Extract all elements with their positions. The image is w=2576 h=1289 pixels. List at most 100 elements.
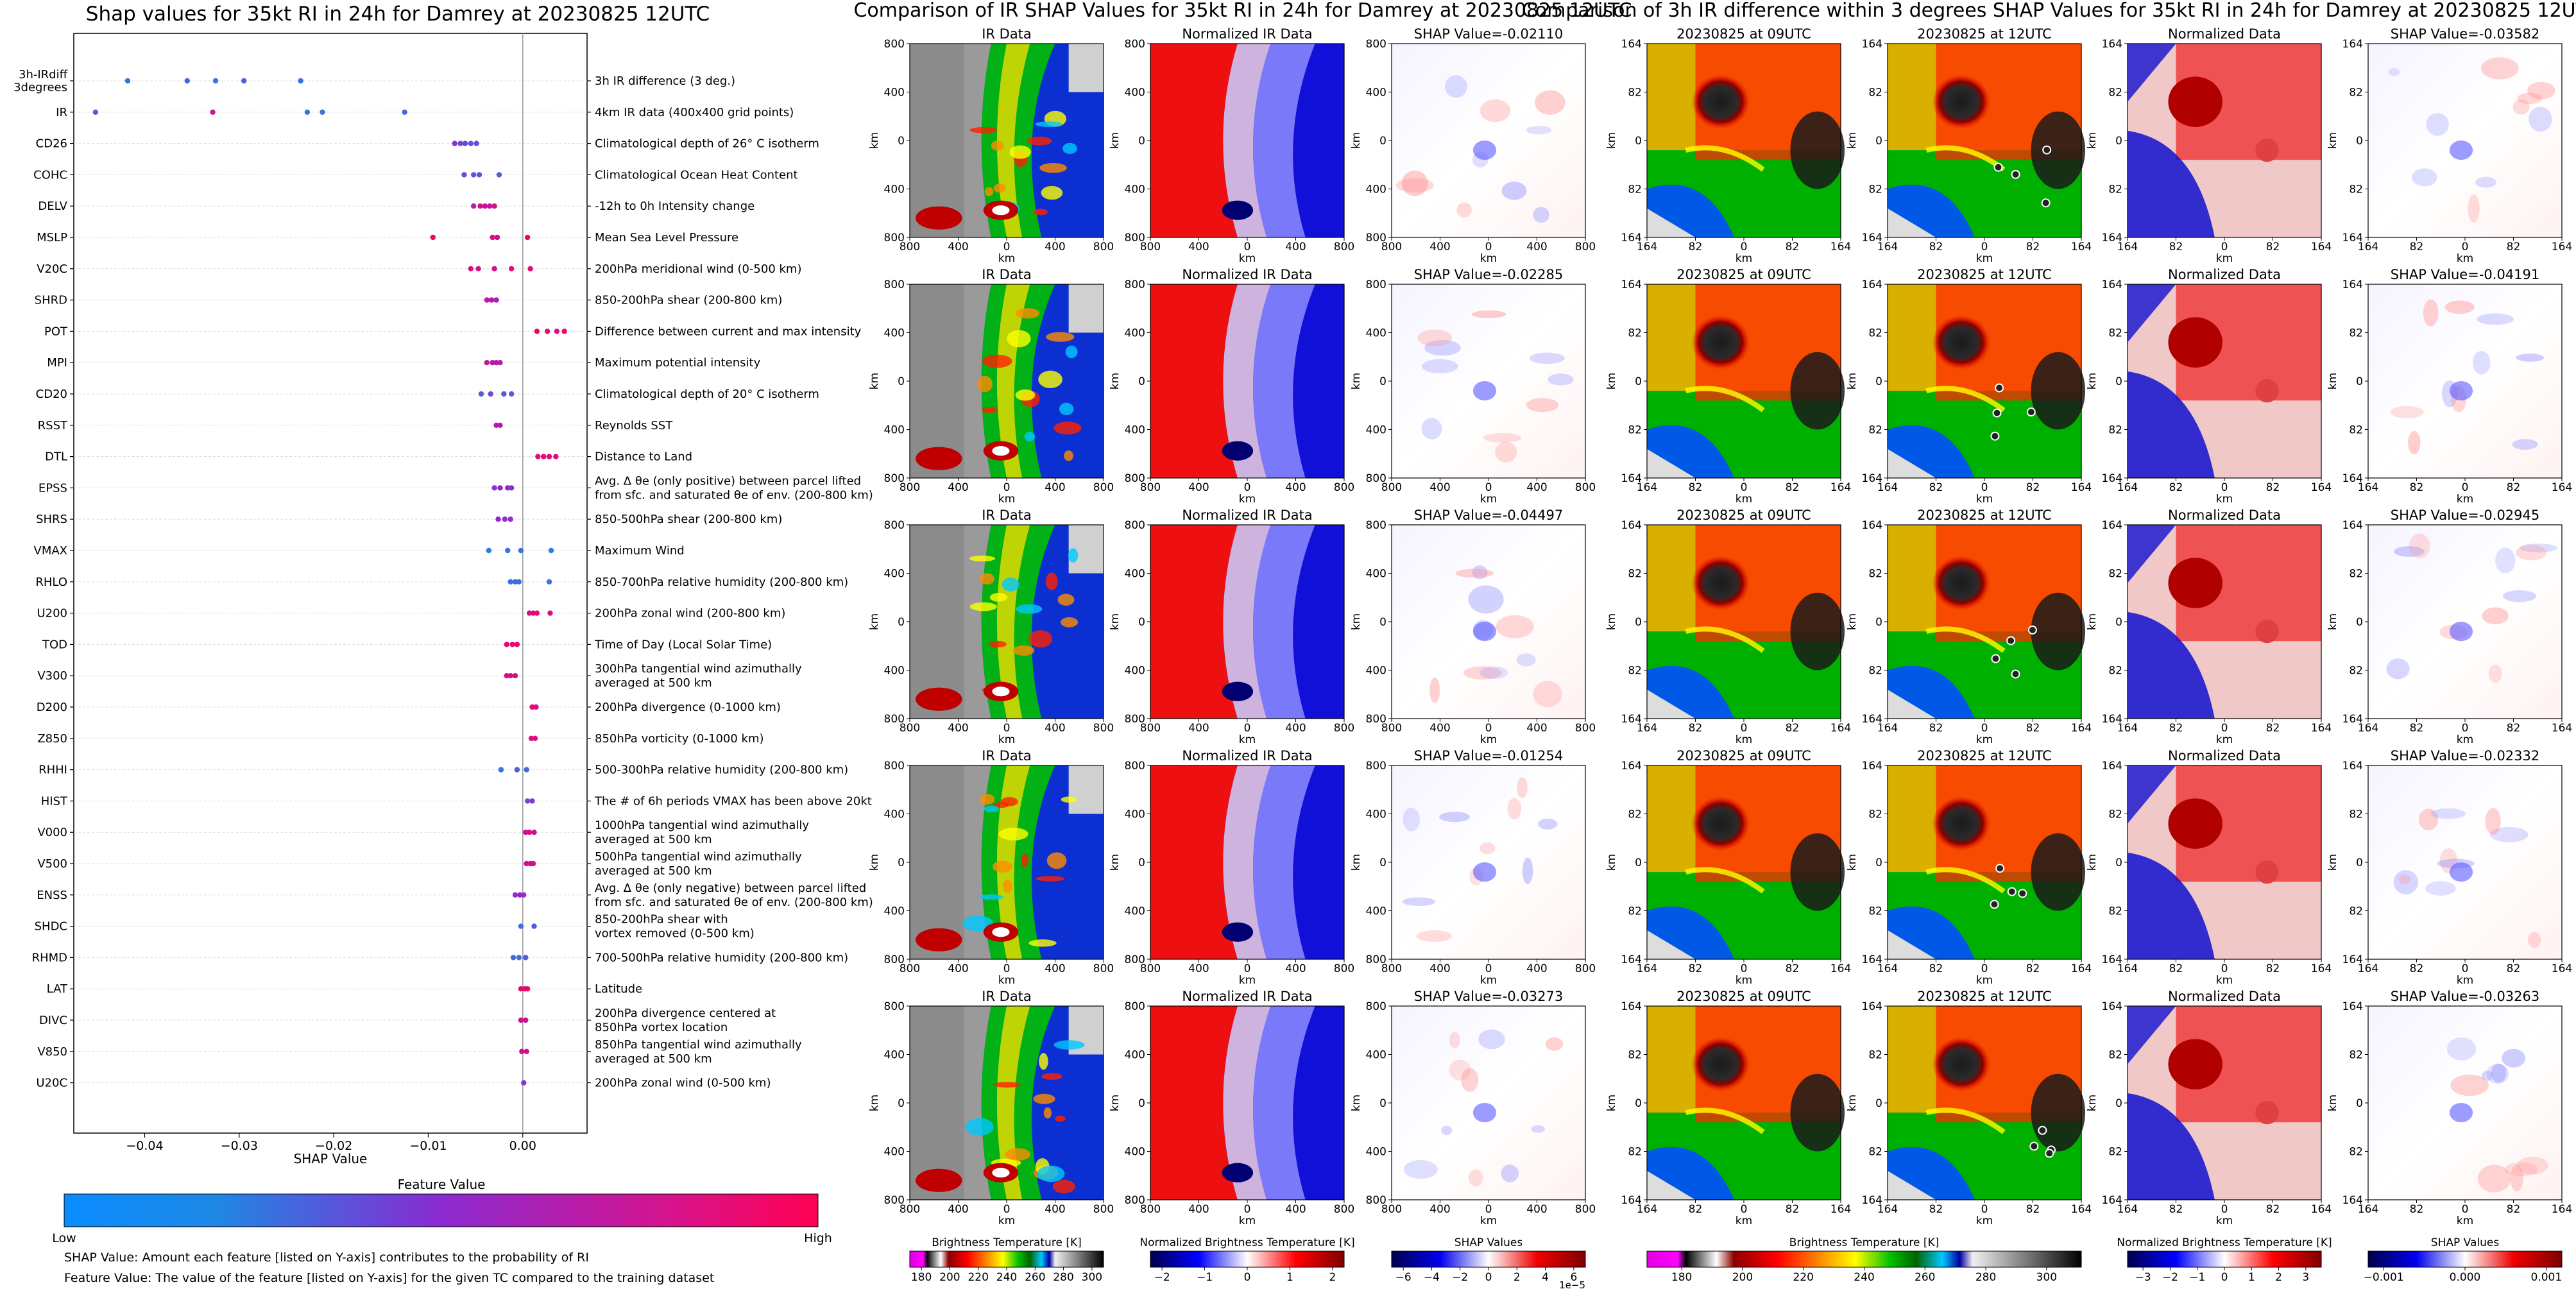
diff-y-tick-label: 82 (1868, 808, 1882, 821)
feature-name: RHLO (35, 576, 67, 589)
diff-x-tick-label: 164 (1877, 241, 1898, 253)
shap-point (526, 610, 533, 616)
ir-y-tick-label: 0 (1138, 616, 1145, 629)
ir-diff-subplot: 20230825 at 12UTC1641648282008282164164k… (1846, 748, 2092, 987)
subplot-title: 20230825 at 12UTC (1917, 267, 2052, 282)
diff-x-tick-label: 82 (1786, 481, 1800, 494)
ir-x-tick-label: 400 (1526, 962, 1547, 975)
ir-x-tick-label: 0 (1244, 962, 1251, 975)
shap-point (548, 547, 554, 554)
shap-point (462, 141, 468, 146)
diff-y-tick-label: 0 (1875, 1097, 1882, 1110)
diff-y-tick-label: 82 (1628, 808, 1642, 821)
diff-x-tick-label: 0 (1981, 481, 1988, 494)
diff-x-tick-label: 164 (2117, 241, 2138, 253)
subplot-title: SHAP Value=-0.04497 (1414, 508, 1564, 523)
ir-x-tick-label: 800 (1093, 1203, 1114, 1216)
ir-y-tick-label: 0 (1138, 857, 1145, 869)
diff-x-tick-label: 82 (1929, 962, 1943, 975)
subplot-title: 20230825 at 12UTC (1917, 508, 2052, 523)
colorbar-tick-label: −2 (2162, 1271, 2178, 1284)
shap-point (517, 892, 523, 898)
diff-x-tick-label: 164 (1877, 962, 1898, 975)
feature-description: 850-200hPa shear (200-800 km) (595, 294, 782, 307)
diff-x-tick-label: 164 (1877, 481, 1898, 494)
colorbar-tick-label: 0 (1244, 1271, 1251, 1284)
ir-x-tick-label: 800 (1334, 1203, 1354, 1216)
diff-y-tick-label: 82 (1868, 424, 1882, 437)
ir-y-tick-label: 400 (884, 184, 905, 196)
feature-description: Reynolds SST (595, 419, 673, 432)
shap-point (502, 516, 508, 522)
feature-description: The # of 6h periods VMAX has been above … (594, 794, 872, 808)
shap-point (516, 579, 522, 585)
x-axis-label: km (1480, 733, 1497, 746)
ir-y-tick-label: 800 (1366, 38, 1386, 51)
ir-y-tick-label: 0 (1379, 857, 1386, 869)
ir-y-tick-label: 800 (884, 760, 905, 773)
diff-y-tick-label: 164 (2342, 232, 2363, 244)
shap-point (468, 266, 473, 271)
diff-y-tick-label: 82 (1628, 665, 1642, 678)
colorbar (1646, 1251, 2082, 1268)
shap-point (497, 360, 503, 366)
diff-y-tick-label: 82 (2108, 1146, 2122, 1159)
shap-point (532, 735, 538, 742)
diff-y-tick-label: 82 (2108, 905, 2122, 918)
colorbar-title: Brightness Temperature [K] (1789, 1236, 1939, 1249)
diff-x-tick-label: 164 (2117, 1203, 2138, 1216)
ir-x-tick-label: 800 (1140, 481, 1161, 494)
ir-y-tick-label: 400 (1366, 905, 1386, 918)
diff-x-tick-label: 82 (2507, 241, 2521, 253)
ir-x-tick-label: 400 (1285, 481, 1306, 494)
ir-subplot: SHAP Value=-0.02110800800400400004004008… (1350, 26, 1596, 265)
ir-y-tick-label: 800 (884, 278, 905, 291)
ir-y-tick-label: 400 (1366, 327, 1386, 340)
diff-y-tick-label: 164 (2342, 713, 2363, 726)
shap-point (184, 78, 190, 84)
shap-point (497, 422, 503, 428)
ir-x-tick-label: 800 (1140, 962, 1161, 975)
diff-y-tick-label: 82 (2108, 87, 2122, 99)
ir-subplot: SHAP Value=-0.02285800800400400004004008… (1350, 267, 1596, 506)
diff-x-tick-label: 82 (2169, 722, 2183, 735)
x-axis-label: km (2216, 252, 2233, 265)
feature-description: 850hPa tangential wind azimuthally averag… (595, 1038, 802, 1066)
diff-x-tick-label: 0 (1741, 722, 1748, 735)
colorbar-tick-label: 6 (1570, 1271, 1577, 1284)
ir-y-tick-label: 800 (1125, 519, 1145, 532)
ir-subplot: SHAP Value=-0.03273800800400400004004008… (1350, 989, 1596, 1227)
diff-y-tick-label: 82 (1628, 1049, 1642, 1062)
subplot-title: SHAP Value=-0.03582 (2391, 26, 2540, 42)
diff-x-tick-label: 164 (2311, 962, 2332, 975)
feature-name: DIVC (39, 1014, 67, 1027)
shap-point (529, 798, 535, 804)
diff-y-tick-label: 164 (2102, 232, 2122, 244)
diff-y-tick-label: 164 (2102, 1194, 2122, 1207)
diff-x-tick-label: 164 (1637, 1203, 1657, 1216)
ir-x-tick-label: 400 (1429, 722, 1450, 735)
shap-point (505, 485, 511, 491)
shap-point (505, 547, 511, 554)
feature-description: -12h to 0h Intensity change (595, 200, 755, 213)
ir-x-tick-label: 800 (1381, 1203, 1402, 1216)
shap-point (508, 579, 513, 585)
ir-x-tick-label: 800 (1334, 241, 1354, 253)
shap-point (471, 203, 477, 209)
shap-point (521, 892, 527, 898)
ir-y-tick-label: 400 (884, 568, 905, 581)
x-axis-label: km (1976, 733, 1993, 746)
diff-x-tick-label: 164 (2071, 722, 2092, 735)
colorbar-title: Normalized Brightness Temperature [K] (2117, 1236, 2332, 1249)
ir-x-tick-label: 400 (1285, 722, 1306, 735)
shap-point (504, 642, 509, 647)
ir-y-tick-label: 0 (1138, 135, 1145, 148)
ir-diff-subplot: Normalized Data1641648282008282164164kmk… (2086, 748, 2332, 987)
shap-point (531, 830, 537, 835)
diff-x-tick-label: 0 (1741, 962, 1748, 975)
ir-y-tick-label: 800 (1125, 278, 1145, 291)
ir-subplot: Normalized IR Data8008004004000040040080… (1109, 748, 1354, 987)
diff-x-tick-label: 164 (1830, 962, 1851, 975)
ir-y-tick-label: 0 (898, 616, 905, 629)
feature-description: Mean Sea Level Pressure (595, 231, 738, 244)
